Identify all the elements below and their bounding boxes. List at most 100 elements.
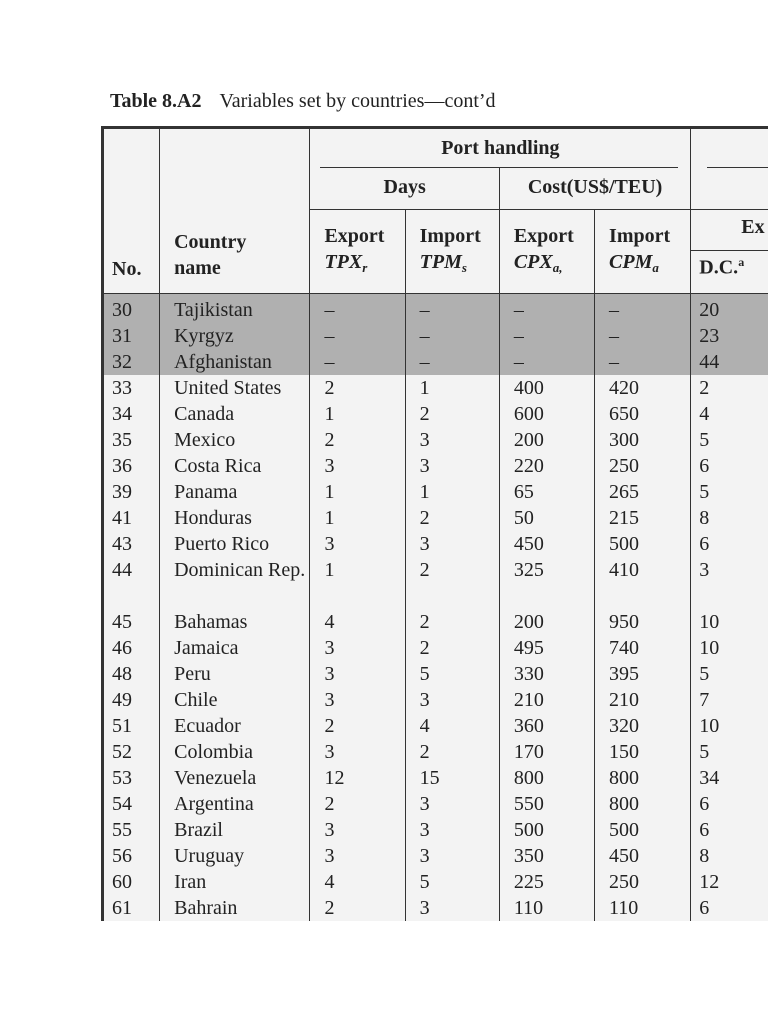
cell-dc: 6 [699,819,710,841]
cell-export-tpx: 2 [309,713,406,739]
cell-no: 60 [102,869,161,895]
cell-export-cpx: 200 [499,427,596,453]
cell-dc: 23 [690,323,768,349]
cell-import-cpm: 450 [594,843,692,869]
cell-dc: 34 [699,767,720,789]
cell-no: 46 [102,635,161,661]
cell-import-cpm: 500 [594,817,692,843]
table-row: 30 Tajikistan – – – –20 [102,293,768,323]
header-country: Country name [159,127,311,294]
cell-export-cpx: 600 [499,401,596,427]
cell-import-cpm: 950 [594,609,692,635]
cell-no: 54 [102,791,161,817]
cell-dc: 20 [690,293,768,323]
cell-import-cpm: 300 [594,427,692,453]
table-row: 49 Chile 3 3 210 210 7 [102,687,768,713]
cell-export-cpx: 450 [499,531,596,557]
cell-dc: 12 [699,871,720,893]
cell-no: 30 [102,293,161,323]
cell-export-cpx: 800 [499,765,596,791]
cell-import-tpm: 2 [405,739,500,765]
cell-country: Canada [159,401,311,427]
header-dc: Ex D.C.a [690,209,768,294]
table-row: 52 Colombia 3 2 170 150 5 [102,739,768,765]
cell-import-cpm: 210 [594,687,692,713]
table-row: 31 Kyrgyz – – – –23 [102,323,768,349]
cell-no: 34 [102,401,161,427]
cell-import-tpm: – [405,349,500,375]
table-row: 54 Argentina 2 3 550 800 6 [102,791,768,817]
cell-dc: 6 [699,455,710,477]
cell-no: 56 [102,843,161,869]
cell-no: 35 [102,427,161,453]
table-row: 41 Honduras 1 2 50 215 8 [102,505,768,531]
cell-dc: 10 [699,637,720,659]
cell-export-cpx: 200 [499,609,596,635]
table-row: 53 Venezuela 12 15 800 800 34 [102,765,768,791]
cell-no: 51 [102,713,161,739]
cell-country: Costa Rica [159,453,311,479]
data-table-container: No. Country name Port handling Days Cost(… [101,126,768,921]
cell-country: Uruguay [159,843,311,869]
cell-export-tpx: 2 [309,791,406,817]
cell-no: 43 [102,531,161,557]
cell-dc: 6 [699,533,710,555]
table-caption: Table 8.A2 Variables set by countries—con… [110,90,496,113]
cell-export-tpx: 3 [309,739,406,765]
cell-country: Iran [159,869,311,895]
header-export-tpx: Export TPXr [309,209,406,294]
cell-country: Peru [159,661,311,687]
cell-country: Jamaica [159,635,311,661]
cell-import-cpm: 800 [594,791,692,817]
cell-import-tpm: 3 [405,895,500,921]
cell-dc: 5 [699,481,710,503]
cell-import-tpm: 2 [405,401,500,427]
cell-no: 36 [102,453,161,479]
cell-export-tpx: 2 [309,427,406,453]
cell-export-cpx: – [499,349,596,375]
cell-export-tpx: 1 [309,505,406,531]
cell-no: 52 [102,739,161,765]
cell-export-cpx: – [499,293,596,323]
cell-no: 44 [102,557,161,609]
table-row: 36 Costa Rica 3 3 220 250 6 [102,453,768,479]
cell-import-cpm: 215 [594,505,692,531]
cell-import-tpm: 1 [405,375,500,401]
cell-import-cpm: 320 [594,713,692,739]
cell-export-cpx: 400 [499,375,596,401]
cell-export-cpx: 220 [499,453,596,479]
cell-country: Bahrain [159,895,311,921]
header-days: Days [309,167,500,210]
cell-export-tpx: 3 [309,817,406,843]
cell-no: 33 [102,375,161,401]
table-row: 60 Iran 4 5 225 250 12 [102,869,768,895]
cell-dc: 2 [699,377,710,399]
cell-dc: 44 [690,349,768,375]
cell-import-tpm: 5 [405,869,500,895]
cell-import-tpm: 3 [405,791,500,817]
cell-import-cpm: 250 [594,453,692,479]
cell-no: 49 [102,687,161,713]
cell-no: 41 [102,505,161,531]
cell-import-cpm: – [594,293,692,323]
cell-export-tpx: 3 [309,635,406,661]
cell-dc: 10 [699,611,720,633]
cell-country: Honduras [159,505,311,531]
cell-import-cpm: 395 [594,661,692,687]
cell-export-cpx: 170 [499,739,596,765]
cell-dc: 7 [699,689,710,711]
cell-no: 39 [102,479,161,505]
cell-export-tpx: 1 [309,479,406,505]
header-import-cpm: Import CPMa [594,209,692,294]
cell-no: 55 [102,817,161,843]
table-row: 33 United States 2 1 400 420 2 [102,375,768,401]
cell-export-tpx: 3 [309,687,406,713]
cell-import-tpm: 3 [405,817,500,843]
cell-export-tpx: 1 [309,401,406,427]
cell-export-cpx: 330 [499,661,596,687]
cell-import-tpm: 3 [405,453,500,479]
cell-import-tpm: 1 [405,479,500,505]
cell-import-tpm: – [405,293,500,323]
cell-export-cpx: 495 [499,635,596,661]
cell-import-cpm: 500 [594,531,692,557]
